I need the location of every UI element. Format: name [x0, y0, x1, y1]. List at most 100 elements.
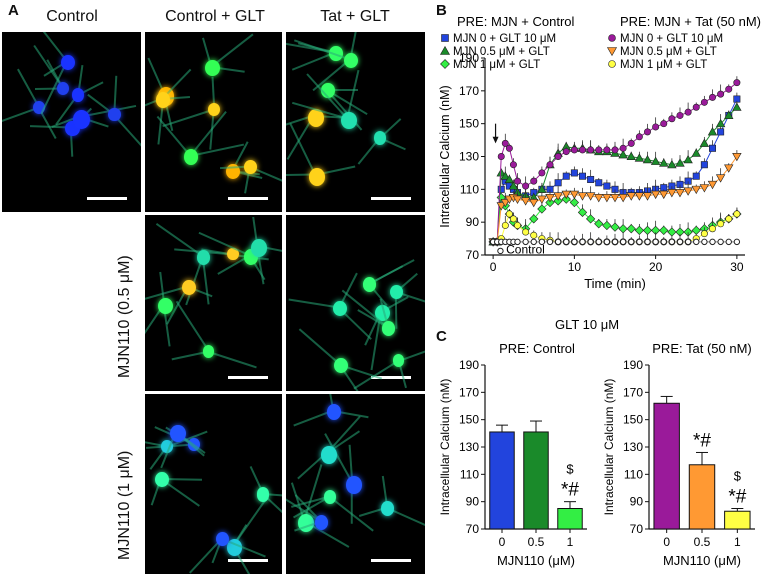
data-point — [545, 194, 555, 203]
y-tick-label: 170 — [459, 385, 479, 399]
data-point — [611, 238, 619, 246]
data-point — [562, 172, 570, 180]
cell-soma — [332, 300, 347, 317]
control-series-label: Control — [506, 242, 545, 256]
x-tick-label: 30 — [730, 260, 744, 274]
data-point — [520, 197, 531, 206]
cell-soma — [381, 501, 395, 516]
scale-bar — [371, 376, 411, 379]
data-point — [667, 227, 677, 237]
data-point — [537, 195, 547, 204]
data-point — [636, 238, 643, 246]
data-point — [668, 238, 676, 246]
legend-label: MJN 0.5 μM + GLT — [620, 46, 717, 58]
glt-top-label: GLT 10 μM — [555, 317, 619, 332]
data-point — [569, 197, 579, 208]
data-point — [603, 146, 611, 154]
data-point — [602, 220, 612, 231]
data-point — [618, 194, 628, 203]
data-point — [700, 230, 708, 238]
x-tick-label: 10 — [568, 260, 582, 274]
data-point — [693, 238, 700, 246]
data-point — [642, 192, 653, 201]
scale-bar — [87, 197, 127, 200]
bar — [688, 464, 716, 530]
cell-soma — [108, 107, 121, 122]
y-tick-label: 90 — [630, 495, 644, 509]
cell-soma — [196, 250, 210, 265]
cell-soma — [374, 131, 387, 145]
data-point — [562, 148, 570, 156]
cell-soma — [390, 285, 404, 300]
data-point — [537, 184, 547, 193]
legend-header-right: PRE: MJN + Tat (50 nM) — [620, 14, 761, 29]
y-tick-label: 190 — [459, 51, 479, 65]
data-point — [496, 168, 506, 177]
legend-marker — [439, 45, 451, 55]
data-point — [554, 238, 562, 246]
data-point — [505, 210, 513, 218]
data-point — [725, 85, 733, 93]
data-point — [619, 144, 627, 152]
x-tick-label: 1 — [734, 535, 741, 549]
bar — [523, 431, 549, 530]
data-point — [733, 210, 741, 218]
x-tick-label: 0 — [663, 535, 670, 549]
y-tick-label: 130 — [459, 440, 479, 454]
y-axis-label: Intracellular Calcium (nM) — [438, 85, 452, 227]
data-point — [660, 120, 668, 128]
data-point — [509, 215, 517, 223]
data-point — [504, 174, 515, 183]
data-point — [659, 225, 669, 235]
data-point — [512, 195, 523, 204]
data-point — [725, 215, 733, 223]
data-point — [619, 238, 627, 246]
time-course-chart: PRE: MJN + Control PRE: MJN + Tat (50 nM… — [438, 14, 761, 291]
series-line — [493, 82, 738, 243]
data-point — [699, 138, 710, 147]
significance-mark: *# — [693, 430, 711, 451]
y-tick-label: 190 — [623, 358, 643, 372]
neurite — [232, 495, 268, 546]
scale-bar — [228, 559, 268, 562]
y-tick-label: 150 — [623, 413, 643, 427]
data-point — [546, 238, 554, 246]
cell-soma — [61, 54, 75, 70]
legend-header-left: PRE: MJN + Control — [457, 14, 575, 29]
x-axis-label: MJN110 (μM) — [663, 553, 741, 568]
control-legend-marker — [497, 247, 504, 255]
data-point — [522, 238, 529, 246]
scale-bar — [228, 376, 268, 379]
data-point — [586, 214, 596, 224]
data-point — [563, 238, 570, 246]
data-point — [628, 238, 635, 246]
cell-soma — [362, 277, 377, 293]
y-axis-label: Intracellular Calcium (nM) — [602, 379, 616, 516]
data-point — [538, 238, 546, 246]
data-point — [707, 127, 718, 136]
data-point — [500, 171, 511, 180]
data-point — [675, 189, 685, 198]
legend-marker — [608, 60, 616, 68]
x-tick-label: 0 — [490, 260, 497, 274]
data-point — [732, 102, 742, 111]
cell-soma — [343, 52, 358, 68]
data-point — [587, 238, 594, 246]
data-point — [717, 238, 724, 246]
legend-label: MJN 1 μM + GLT — [453, 59, 540, 71]
col-header-control-glt: Control + GLT — [165, 8, 265, 25]
data-point — [626, 224, 636, 234]
data-point — [514, 177, 522, 185]
cell-soma — [158, 298, 173, 315]
data-point — [692, 103, 700, 111]
data-point — [691, 148, 701, 157]
cell-soma — [183, 149, 199, 166]
data-point — [667, 159, 677, 169]
neurite — [175, 301, 210, 353]
y-tick-label: 150 — [459, 413, 479, 427]
row-header-mjn-05: MJN110 (0.5 μM) — [116, 255, 133, 378]
data-point — [508, 181, 519, 190]
data-point — [497, 153, 505, 161]
data-point — [634, 153, 645, 162]
legend-label: MJN 0 + GLT 10 μM — [453, 33, 556, 45]
